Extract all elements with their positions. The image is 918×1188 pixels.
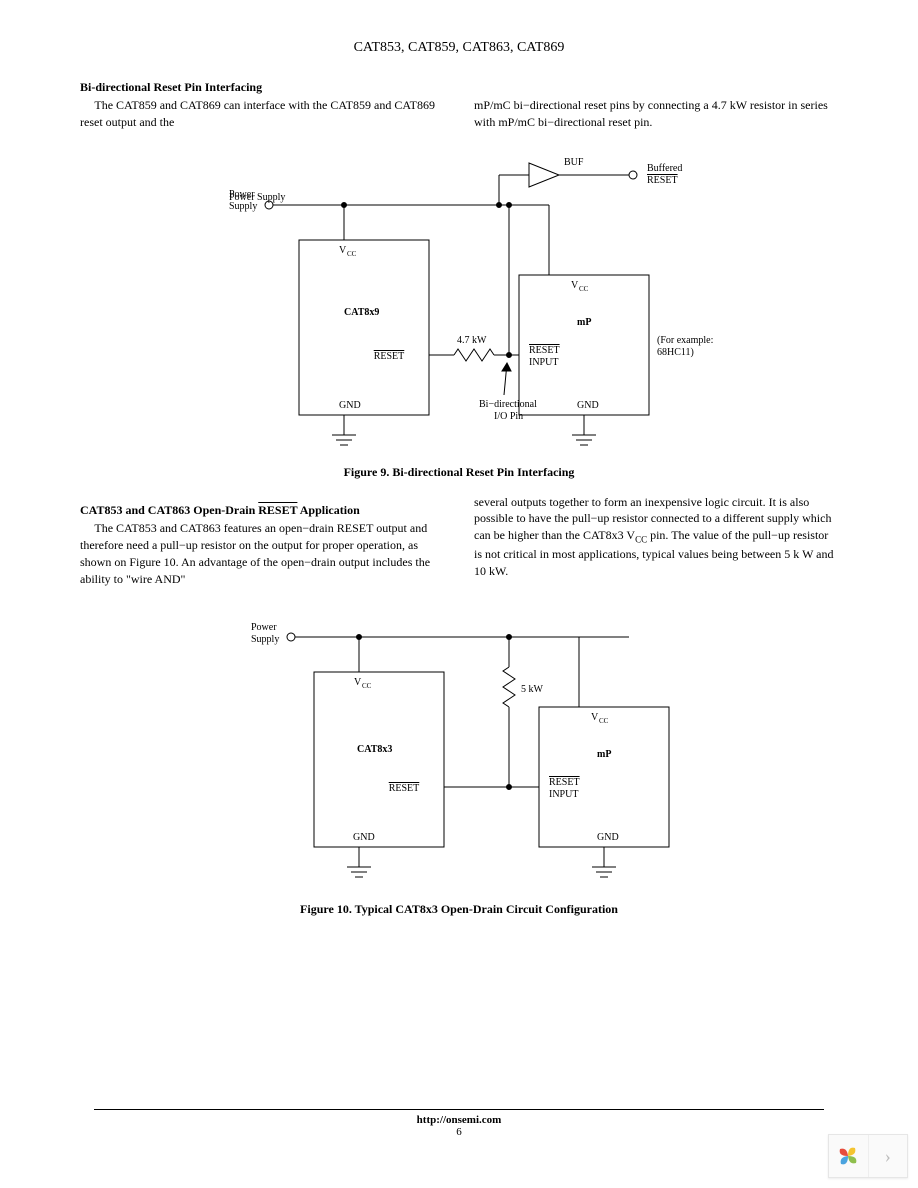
fig9-resistor-label: 4.7 kW <box>457 335 487 346</box>
svg-text:(For example:: (For example: <box>657 335 713 346</box>
svg-text:Power: Power <box>229 189 255 200</box>
section-2: CAT853 and CAT863 Open-Drain RESET Appli… <box>80 494 838 588</box>
figure-10-svg: Power Supply V CC CAT8x3 RESET GND 5 kW … <box>229 602 689 892</box>
footer-page-number: 6 <box>0 1126 918 1138</box>
svg-text:INPUT: INPUT <box>529 357 558 368</box>
section2-para-right: several outputs together to form an inex… <box>474 494 838 588</box>
fig9-gnd-left: GND <box>339 400 361 411</box>
section2-para-left: The CAT853 and CAT863 features an open−d… <box>80 520 444 587</box>
section2-heading: CAT853 and CAT863 Open-Drain RESET Appli… <box>80 502 444 519</box>
footer-url: http://onsemi.com <box>0 1114 918 1126</box>
fig10-vcc2-sub: CC <box>599 717 609 725</box>
fig9-reset-left: RESET <box>374 351 405 362</box>
section1-heading: Bi-directional Reset Pin Interfacing <box>80 80 838 95</box>
fig9-vcc2-sub: CC <box>579 285 589 293</box>
page-header-title: CAT853, CAT859, CAT863, CAT869 <box>80 40 838 56</box>
fig9-mp-label: mP <box>577 317 591 328</box>
svg-text:Power: Power <box>251 622 277 633</box>
chevron-right-icon: › <box>885 1146 891 1167</box>
figure-9-svg: Power Supply Power Supply BUF Buffered R… <box>199 145 719 455</box>
fig10-reset-left: RESET <box>389 783 420 794</box>
svg-text:68HC11): 68HC11) <box>657 347 694 358</box>
fig9-buffered-label: Buffered <box>647 163 682 174</box>
fig10-resistor-label: 5 kW <box>521 684 544 695</box>
svg-text:Supply: Supply <box>251 634 279 645</box>
fig10-vcc2: V <box>591 712 599 723</box>
fig10-gnd-right: GND <box>597 832 619 843</box>
svg-text:I/O Pin: I/O Pin <box>494 411 523 422</box>
figure-9-caption: Figure 9. Bi-directional Reset Pin Inter… <box>80 465 838 480</box>
section1-para-right: mP/mC bi−directional reset pins by conne… <box>474 97 838 131</box>
fig10-mp-label: mP <box>597 749 611 760</box>
svg-text:RESET: RESET <box>549 777 580 788</box>
figure-9: Power Supply Power Supply BUF Buffered R… <box>80 145 838 480</box>
fig10-vcc1: V <box>354 677 362 688</box>
page-footer: http://onsemi.com 6 <box>0 1109 918 1138</box>
fig9-vcc1-sub: CC <box>347 250 357 258</box>
figure-10-caption: Figure 10. Typical CAT8x3 Open-Drain Cir… <box>80 902 838 917</box>
figure-10: Power Supply V CC CAT8x3 RESET GND 5 kW … <box>80 602 838 917</box>
fig9-block1-label: CAT8x9 <box>344 307 379 318</box>
svg-text:INPUT: INPUT <box>549 789 578 800</box>
fig9-vcc1: V <box>339 245 347 256</box>
section1-para-left: The CAT859 and CAT869 can interface with… <box>80 97 444 131</box>
fig9-vcc2: V <box>571 280 579 291</box>
fig9-gnd-right: GND <box>577 400 599 411</box>
svg-text:Bi−directional: Bi−directional <box>479 399 537 410</box>
nav-next-button[interactable]: › <box>868 1135 908 1177</box>
fig10-gnd-left: GND <box>353 832 375 843</box>
svg-text:Supply: Supply <box>229 201 257 212</box>
section-1: Bi-directional Reset Pin Interfacing The… <box>80 80 838 131</box>
fig10-vcc1-sub: CC <box>362 682 372 690</box>
svg-text:RESET: RESET <box>529 345 560 356</box>
fig9-reset-out-label: RESET <box>647 175 678 186</box>
fig10-block1-label: CAT8x3 <box>357 744 392 755</box>
fig9-buf-label: BUF <box>564 157 584 168</box>
nav-widget: › <box>828 1134 908 1178</box>
nav-logo-icon[interactable] <box>829 1135 868 1177</box>
